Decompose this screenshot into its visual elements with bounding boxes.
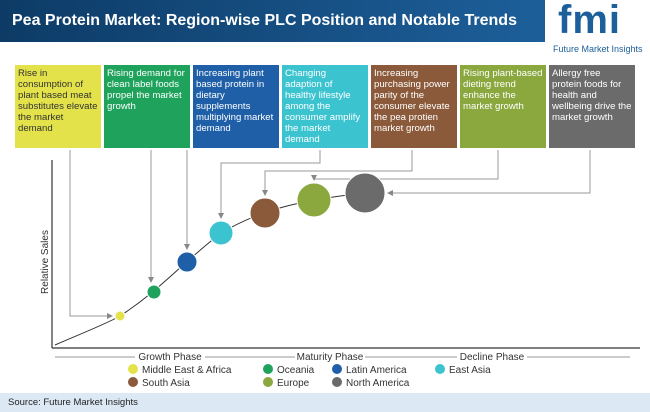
phase-label: Maturity Phase: [297, 352, 364, 363]
legend-label: North America: [346, 378, 410, 389]
legend-label: East Asia: [449, 365, 491, 376]
legend-swatch: [128, 377, 138, 387]
trend-box: Rising plant-based dieting trend enhance…: [460, 65, 546, 148]
region-bubble: [146, 284, 162, 300]
trend-box: Rising demand for clean label foods prop…: [104, 65, 190, 148]
region-bubble: [296, 182, 332, 218]
source: Source: Future Market Insights: [8, 397, 138, 408]
legend-swatch: [128, 364, 138, 374]
legend-label: Europe: [277, 378, 310, 389]
legend-swatch: [332, 364, 342, 374]
trend-box: Increasing plant based protein in dietar…: [193, 65, 279, 148]
legend-label: Oceania: [277, 365, 315, 376]
trend-box: Increasing purchasing power parity of th…: [371, 65, 457, 148]
legend-label: Latin America: [346, 365, 407, 376]
trend-box: Changing adaption of healthy lifestyle a…: [282, 65, 368, 148]
region-bubble: [114, 310, 126, 322]
arrow: [387, 150, 591, 196]
logo-tagline: Future Market Insights: [553, 44, 643, 54]
phase-label: Decline Phase: [460, 352, 525, 363]
arrow: [218, 150, 321, 219]
phase-bg: [135, 351, 205, 363]
footer: [0, 393, 650, 412]
arrow: [311, 150, 499, 181]
arrow: [69, 150, 113, 319]
phase-bg: [457, 351, 527, 363]
region-bubble: [208, 220, 234, 246]
legend-label: Middle East & Africa: [142, 365, 232, 376]
legend-swatch: [435, 364, 445, 374]
legend-swatch: [263, 364, 273, 374]
header-bar: [0, 0, 545, 42]
logo: fmi: [558, 0, 621, 42]
legend-label: South Asia: [142, 378, 190, 389]
trend-box: Rise in consumption of plant based meat …: [15, 65, 101, 148]
region-bubble: [344, 172, 386, 214]
trend-box: Allergy free protein foods for health an…: [549, 65, 635, 148]
region-bubble: [249, 197, 281, 229]
header-title: Pea Protein Market: Region-wise PLC Posi…: [12, 12, 517, 29]
phase-bg: [295, 351, 365, 363]
legend-swatch: [332, 377, 342, 387]
phase-label: Growth Phase: [138, 352, 202, 363]
region-bubble: [176, 251, 198, 273]
y-axis-label: Relative Sales: [40, 230, 51, 294]
arrow: [262, 150, 413, 196]
legend-swatch: [263, 377, 273, 387]
